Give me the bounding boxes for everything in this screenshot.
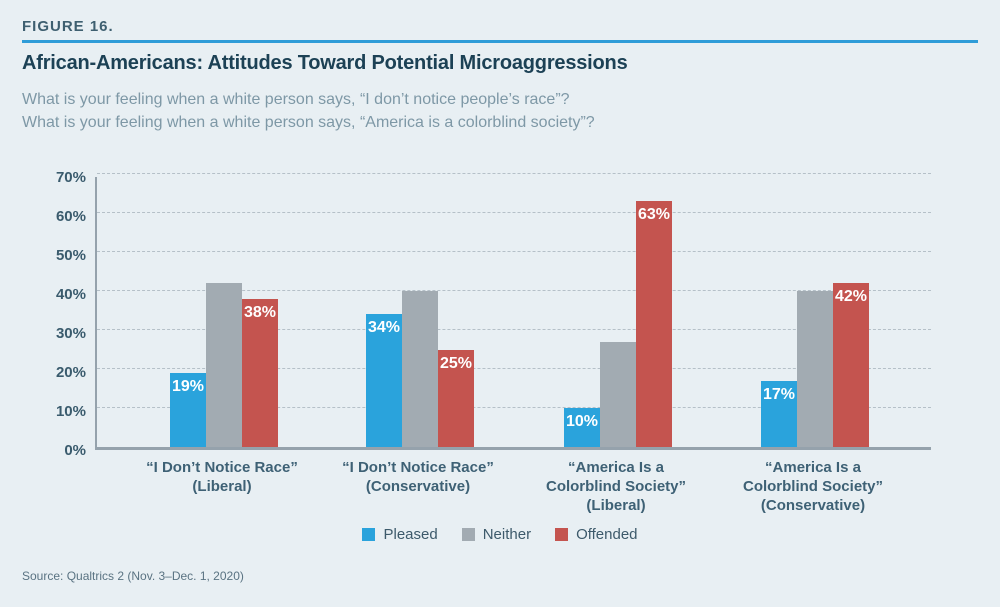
legend-item-offended: Offended bbox=[555, 526, 638, 543]
offended-swatch-icon bbox=[555, 528, 569, 541]
bar-value-label: 38% bbox=[243, 303, 277, 321]
y-tick-label-40%: 40% bbox=[55, 286, 86, 303]
accent-rule bbox=[22, 40, 978, 43]
gridline-70% bbox=[97, 173, 931, 174]
category-label-group4: “America Is a Colorblind Society” (Conserv… bbox=[698, 458, 928, 515]
y-tick-label-10%: 10% bbox=[55, 403, 86, 420]
category-label-group1: “I Don’t Notice Race” (Liberal) bbox=[107, 458, 337, 496]
bar-neither-group4 bbox=[797, 291, 833, 447]
bar-neither-group2 bbox=[402, 291, 438, 447]
gridline-40% bbox=[97, 290, 931, 291]
y-axis-tick-labels: 0% 10% 20% 30% 40% 50% 60% 70% bbox=[20, 169, 86, 459]
category-label-line: “I Don’t Notice Race” bbox=[146, 459, 298, 476]
chart-title: African-Americans: Attitudes Toward Pote… bbox=[22, 52, 628, 74]
bar-value-label: 63% bbox=[637, 206, 671, 224]
bar-value-label: 19% bbox=[171, 377, 205, 395]
legend: Pleased Neither Offended bbox=[0, 526, 1000, 543]
category-label-line: (Conservative) bbox=[365, 478, 471, 495]
category-label-group3: “America Is a Colorblind Society” (Liberal… bbox=[501, 458, 731, 515]
source-note: Source: Qualtrics 2 (Nov. 3–Dec. 1, 2020… bbox=[22, 569, 244, 583]
bar-pleased-group2: 34% bbox=[366, 314, 402, 447]
bar-offended-group3: 63% bbox=[636, 201, 672, 447]
bar-value-label: 17% bbox=[762, 385, 796, 403]
category-label-line: “America Is a bbox=[568, 459, 664, 476]
bar-value-label: 42% bbox=[834, 288, 868, 306]
y-tick-label-70%: 70% bbox=[55, 169, 86, 186]
category-label-line: (Liberal) bbox=[192, 478, 252, 495]
category-label-line: (Conservative) bbox=[760, 497, 866, 514]
subtitle-line-2: What is your feeling when a white person… bbox=[22, 114, 595, 131]
legend-label-offended: Offended bbox=[576, 526, 638, 543]
category-label-line: “America Is a bbox=[765, 459, 861, 476]
subtitle-line-1: What is your feeling when a white person… bbox=[22, 91, 570, 108]
y-tick-label-60%: 60% bbox=[55, 208, 86, 225]
neither-swatch-icon bbox=[461, 528, 475, 541]
bar-pleased-group3: 10% bbox=[564, 408, 600, 447]
bar-offended-group1: 38% bbox=[242, 298, 278, 447]
legend-label-pleased: Pleased bbox=[383, 526, 438, 543]
pleased-swatch-icon bbox=[362, 528, 376, 541]
bar-neither-group1 bbox=[206, 283, 242, 447]
y-tick-label-30%: 30% bbox=[55, 325, 86, 342]
gridline-20% bbox=[97, 368, 931, 369]
category-label-line: (Liberal) bbox=[586, 497, 646, 514]
category-label-line: Colorblind Society” bbox=[742, 478, 883, 495]
y-tick-label-0%: 0% bbox=[64, 442, 86, 459]
bar-value-label: 10% bbox=[565, 413, 599, 430]
legend-item-pleased: Pleased bbox=[362, 526, 438, 543]
legend-label-neither: Neither bbox=[482, 526, 532, 543]
bar-neither-group3 bbox=[600, 341, 636, 447]
category-label-group2: “I Don’t Notice Race” (Conservative) bbox=[303, 458, 533, 496]
plot-area: 19% 34% 10% 17% 38% 25% 63% 42% bbox=[95, 173, 931, 450]
category-label-line: “I Don’t Notice Race” bbox=[342, 459, 494, 476]
gridline-60% bbox=[97, 212, 931, 213]
gridline-30% bbox=[97, 329, 931, 330]
category-label-line: Colorblind Society” bbox=[545, 478, 686, 495]
bar-pleased-group1: 19% bbox=[170, 372, 206, 447]
y-tick-label-50%: 50% bbox=[55, 247, 86, 264]
bar-value-label: 25% bbox=[439, 354, 473, 372]
legend-item-neither: Neither bbox=[461, 526, 532, 543]
bar-offended-group2: 25% bbox=[438, 349, 474, 447]
bar-value-label: 34% bbox=[367, 319, 401, 337]
figure-label: FIGURE 16. bbox=[22, 18, 114, 35]
bar-offended-group4: 42% bbox=[833, 283, 869, 447]
bar-pleased-group4: 17% bbox=[761, 380, 797, 447]
y-tick-label-20%: 20% bbox=[55, 364, 86, 381]
gridline-10% bbox=[97, 407, 931, 408]
gridline-50% bbox=[97, 251, 931, 252]
